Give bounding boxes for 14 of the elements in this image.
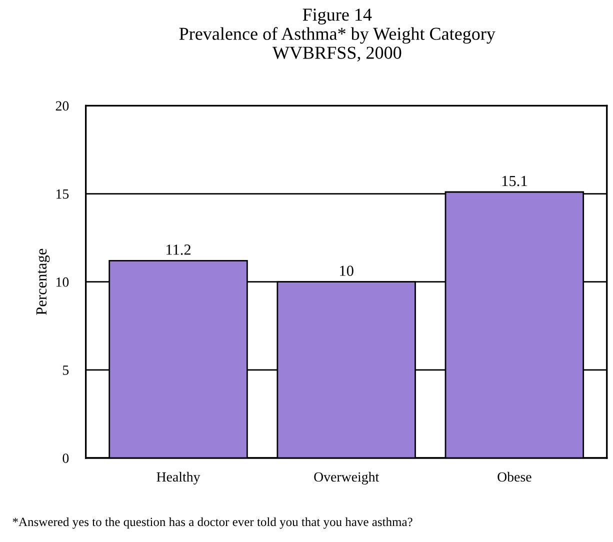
y-tick-label: 10 — [56, 277, 69, 287]
y-tick-label: 20 — [56, 101, 69, 111]
data-label: 10 — [340, 266, 354, 276]
y-tick-label: 0 — [62, 454, 69, 463]
data-label: 15.1 — [502, 176, 527, 186]
y-axis-title: Percentage — [36, 248, 50, 315]
x-tick-label: Obese — [498, 472, 532, 482]
y-tick-label: 5 — [63, 366, 69, 375]
chart-title: Figure 14 Prevalence of Asthma* by Weight Category WVBRFSS, 2000 — [179, 8, 496, 62]
y-tick-label: 15 — [56, 189, 69, 199]
data-label: 11.2 — [166, 244, 191, 255]
x-tick-label: Overweight — [314, 472, 380, 485]
text: *Answered yes to the question has a doctor ever told you that you have asthma? — [12, 517, 412, 529]
x-tick-label: Healthy — [156, 472, 200, 485]
